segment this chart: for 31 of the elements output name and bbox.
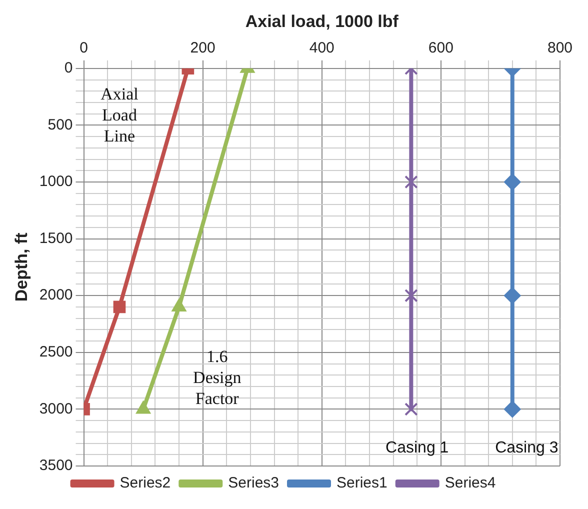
y-tick-label: 2500 xyxy=(39,344,73,361)
annotation: Casing 1 xyxy=(386,440,449,457)
y-tick-label: 3500 xyxy=(39,457,73,474)
x-tick-label: 400 xyxy=(309,40,334,57)
point xyxy=(404,175,418,189)
y-tick-label: 3000 xyxy=(39,400,73,418)
point xyxy=(404,402,418,416)
annotation: Casing 3 xyxy=(495,440,558,457)
point xyxy=(404,288,418,302)
y-tick-label: 500 xyxy=(48,116,73,134)
point xyxy=(113,300,126,314)
annotation: 1.6 Design Factor xyxy=(193,346,242,408)
x-tick-label: 200 xyxy=(190,40,216,57)
y-tick-label: 1000 xyxy=(39,173,73,190)
point xyxy=(504,287,521,304)
x-tick-label: 0 xyxy=(80,40,88,57)
y-tick-label: 1500 xyxy=(39,230,73,247)
annotation: Axial Load Line xyxy=(100,84,139,146)
legend-label: Series1 xyxy=(336,474,388,492)
point xyxy=(504,400,521,418)
point xyxy=(504,174,521,190)
x-tick-label: 600 xyxy=(428,40,454,57)
x-tick-label: 800 xyxy=(547,40,573,57)
point xyxy=(136,400,151,414)
x-axis-title: Axial load, 1000 lbf xyxy=(245,12,399,31)
y-tick-label: 2000 xyxy=(39,286,73,304)
y-tick-label: 0 xyxy=(64,60,73,77)
y-axis-title: Depth, ft xyxy=(12,232,31,302)
legend-label: Series2 xyxy=(120,474,171,492)
legend-label: Series4 xyxy=(444,474,496,492)
legend-label: Series3 xyxy=(228,474,279,492)
